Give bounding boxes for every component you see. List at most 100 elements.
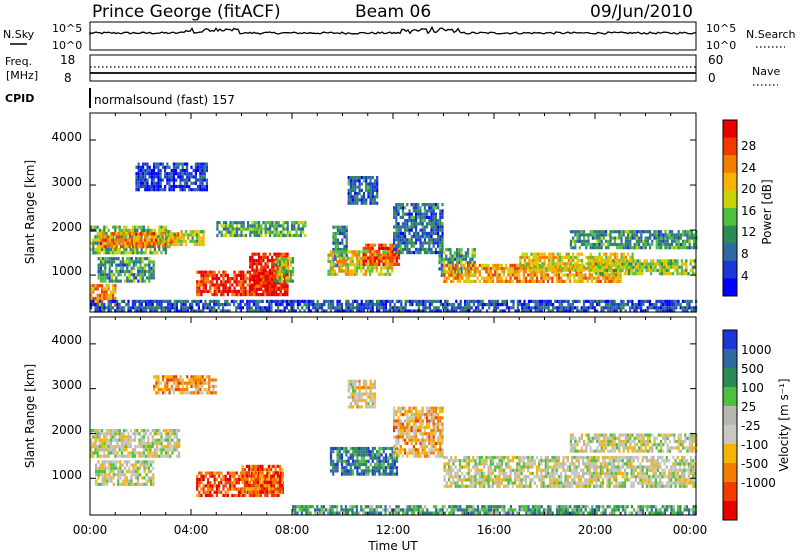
power-cells-cell-19 (631, 303, 634, 307)
power-cells-cell-5 (222, 280, 225, 284)
power-cells-cell-19 (602, 309, 605, 313)
velocity-cells-cell-0 (156, 445, 159, 449)
velocity-cells-cell-0 (114, 454, 117, 458)
power-cells-cell-14 (449, 248, 452, 252)
velocity-cells-cell-0 (96, 451, 99, 455)
power-cbar-tick-4: 12 (741, 225, 756, 239)
power-cells-cell-15 (546, 276, 550, 280)
velocity-cells-cell-0 (164, 454, 167, 458)
power-cells-cell-11 (364, 269, 367, 273)
power-cells-cell-19 (180, 299, 183, 303)
power-cells-cell-9 (339, 225, 342, 229)
power-cells-cell-19 (600, 299, 603, 303)
power-cells-cell-3 (102, 269, 105, 274)
power-cells-cell-6 (251, 252, 254, 256)
power-cells-cell-18 (678, 265, 681, 269)
power-cells-cell-10 (349, 176, 352, 180)
power-cells-cell-7 (285, 257, 288, 261)
power-cells-cell-19 (356, 303, 359, 307)
power-cells-cell-15 (474, 267, 477, 271)
power-cells-cell-20 (166, 175, 169, 179)
power-cells-cell-19 (189, 306, 192, 310)
power-cells-cell-16 (576, 262, 579, 266)
power-cells-cell-10 (358, 182, 361, 186)
power-cells-cell-0 (94, 241, 97, 245)
power-cells-cell-19 (677, 299, 680, 303)
power-cells-cell-5 (198, 289, 201, 293)
power-cells-cell-19 (241, 306, 244, 310)
power-cells-cell-19 (675, 306, 678, 310)
power-cells-cell-3 (108, 279, 111, 283)
power-cells-cell-6 (255, 262, 258, 266)
velocity-cells-cell-1 (121, 479, 124, 483)
power-cells-cell-19 (336, 303, 339, 307)
power-cells-cell-8 (218, 230, 221, 234)
power-cells-cell-13 (441, 212, 444, 216)
power-cells-cell-19 (571, 306, 574, 310)
power-cells-cell-19 (296, 306, 299, 310)
power-cells-cell-15 (450, 273, 453, 277)
power-cells-cell-20 (183, 188, 186, 192)
velocity-cells-cell-2 (200, 477, 203, 482)
power-cells-cell-18 (672, 265, 675, 269)
power-cells-cell-15 (483, 276, 486, 280)
power-cells-cell-0 (101, 248, 104, 252)
power-cells-cell-6 (260, 271, 263, 275)
power-cells-cell-3 (108, 273, 111, 277)
power-cells-cell-19 (259, 299, 262, 303)
power-cells-cell-10 (351, 195, 355, 199)
power-cells-cell-3 (137, 279, 140, 283)
power-cells-cell-20 (155, 172, 158, 176)
velocity-cells-cell-1 (112, 476, 115, 480)
power-cells-cell-18 (619, 272, 622, 276)
power-cells-cell-20 (139, 165, 142, 169)
velocity-cells-cell-1 (150, 469, 153, 474)
power-cells-cell-16 (620, 255, 623, 259)
power-cells-cell-18 (663, 265, 666, 269)
power-cells-cell-20 (192, 168, 195, 173)
power-cells-cell-13 (404, 241, 407, 245)
velocity-cells-cell-1 (103, 466, 107, 470)
power-cells-cell-19 (384, 309, 387, 313)
power-cells-cell-19 (167, 299, 170, 303)
power-cells-cell-12 (393, 259, 396, 263)
power-cells-cell-19 (464, 299, 467, 303)
power-cells-cell-13 (426, 225, 429, 229)
power-cells-cell-13 (432, 203, 435, 207)
power-cells-cell-15 (458, 273, 462, 277)
power-cells-cell-19 (140, 306, 143, 310)
power-cells-cell-19 (235, 299, 238, 303)
power-cells-cell-19 (226, 299, 229, 303)
power-cells-cell-1 (102, 238, 105, 242)
power-cells-cell-1 (152, 235, 156, 239)
power-cells-cell-19 (107, 303, 110, 307)
power-cells-cell-5 (204, 280, 207, 284)
power-cells-cell-18 (678, 272, 681, 276)
power-cells-cell-11 (329, 272, 332, 276)
power-cells-cell-1 (152, 232, 156, 236)
power-colorbar-swatches (723, 120, 737, 297)
power-cells-cell-20 (146, 168, 149, 173)
power-cells-cell-13 (395, 219, 398, 223)
power-cells-cell-18 (674, 262, 677, 266)
power-cells-cell-19 (686, 306, 689, 310)
power-cells-cell-6 (284, 281, 287, 285)
power-cells-cell-0 (134, 244, 137, 248)
power-cells-cell-19 (567, 309, 570, 313)
power-cells-cell-13 (441, 238, 444, 242)
power-cells-cell-8 (253, 227, 256, 231)
power-cells-cell-19 (490, 299, 493, 303)
power-cells-cell-17 (664, 242, 667, 247)
velocity-cells-cell-0 (131, 454, 134, 458)
power-cells-cell-19 (136, 299, 139, 303)
power-cells-cell-18 (599, 268, 602, 273)
power-cells-cell-3 (135, 260, 138, 264)
power-cells-cell-17 (605, 246, 608, 250)
power-cells-cell-10 (365, 198, 368, 202)
power-cells-cell-9 (341, 232, 344, 236)
power-cells-cell-12 (362, 246, 365, 250)
power-cells-cell-3 (146, 263, 149, 267)
power-cells-cell-19 (239, 309, 242, 313)
power-cells-cell-10 (351, 188, 355, 192)
power-cells-cell-3 (152, 260, 155, 264)
